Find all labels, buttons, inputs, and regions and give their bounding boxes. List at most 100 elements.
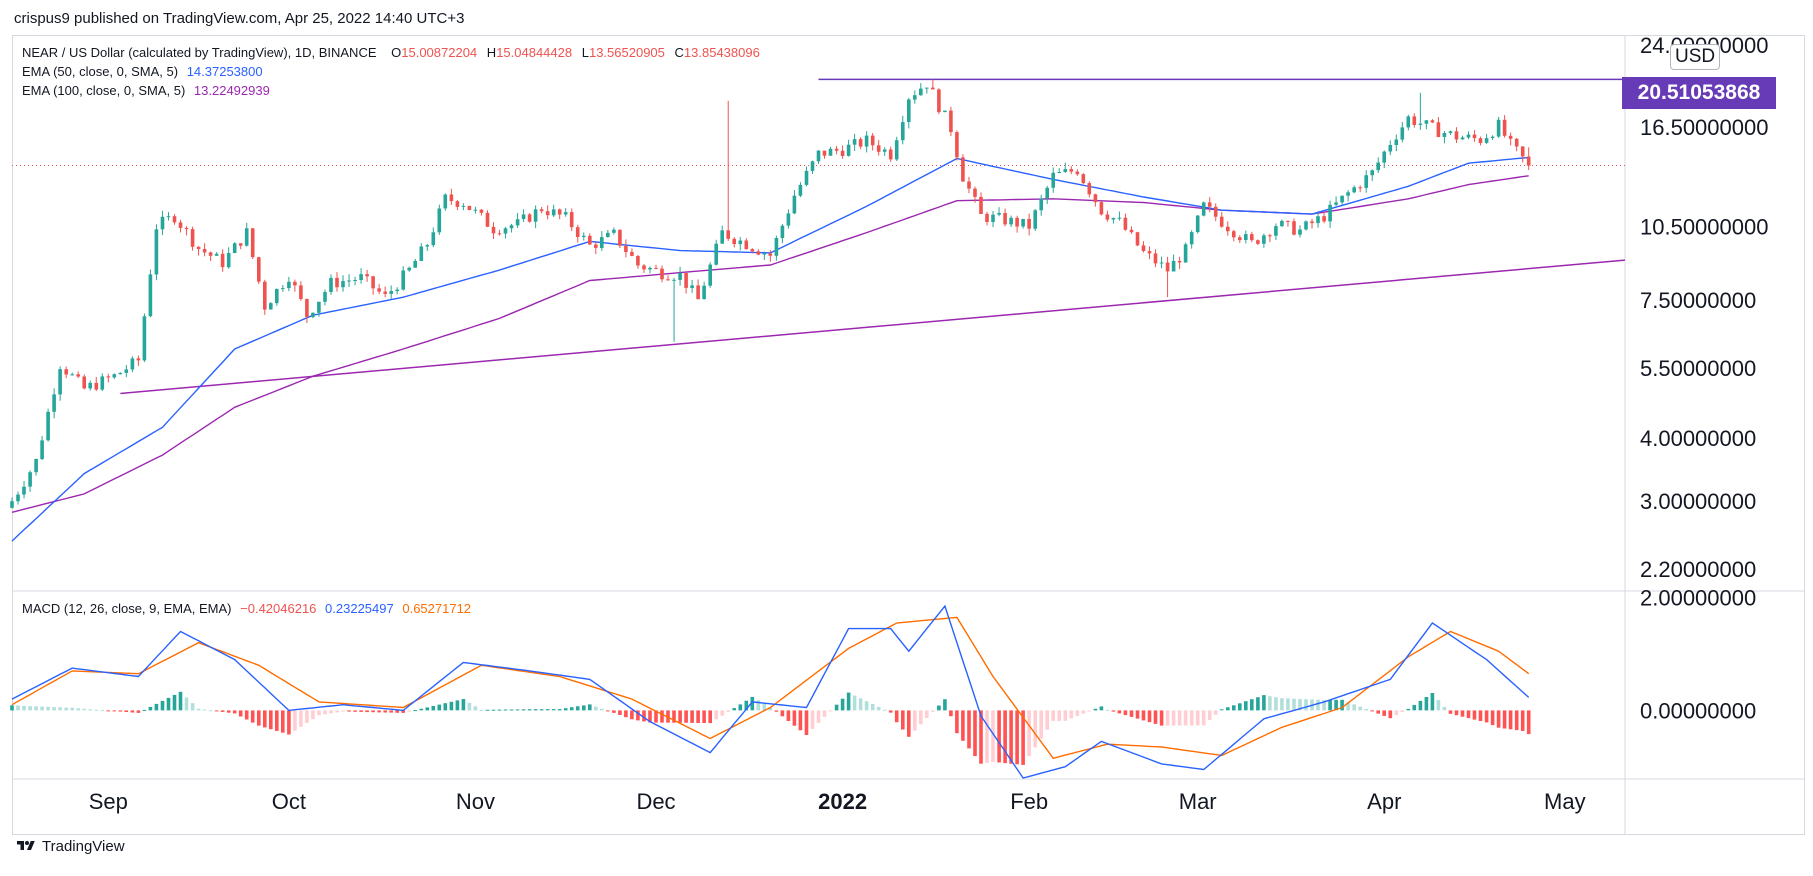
candle — [660, 265, 664, 283]
macd-histogram-bar — [1262, 695, 1266, 711]
candle — [1177, 256, 1182, 269]
candle — [106, 373, 111, 383]
macd-histogram-bar — [455, 700, 460, 711]
candle — [1286, 220, 1290, 227]
candle — [1424, 120, 1429, 130]
macd-histogram-bar — [341, 710, 345, 712]
candle — [250, 227, 255, 260]
candle — [1087, 181, 1092, 198]
candle — [774, 235, 779, 261]
macd-histogram-bar — [335, 710, 339, 713]
candle — [792, 190, 797, 215]
candle — [184, 226, 189, 236]
candle — [335, 272, 339, 292]
candle — [533, 205, 538, 229]
macd-histogram-bar — [1370, 710, 1374, 712]
ema50-line[interactable] — [11, 156, 1529, 542]
macd-histogram-bar — [28, 706, 32, 711]
candle — [154, 224, 159, 281]
candle — [1033, 208, 1037, 232]
macd-histogram-bar — [1039, 710, 1043, 739]
candle — [359, 268, 363, 284]
macd-histogram-bar — [136, 710, 141, 713]
candle — [672, 277, 676, 342]
macd-histogram-bar — [1171, 710, 1176, 726]
macd-histogram-bar — [1147, 710, 1152, 723]
macd-histogram-bar — [1213, 710, 1218, 715]
candle — [1045, 185, 1049, 204]
macd-legend[interactable]: MACD (12, 26, close, 9, EMA, EMA) −0.420… — [22, 600, 476, 617]
price-axis[interactable]: 24.0000000016.5000000010.500000007.50000… — [1640, 33, 1768, 582]
macd-histogram-bar — [816, 710, 821, 723]
candle — [226, 247, 231, 269]
candle — [64, 366, 68, 379]
time-axis[interactable]: Sep Oct Nov Dec 2022 Feb Mar Apr May — [89, 789, 1586, 814]
macd-histogram-bar — [1195, 710, 1200, 726]
macd-histogram-bar — [190, 703, 195, 711]
ema100-line[interactable] — [11, 175, 1529, 513]
macd-histogram-bar — [395, 710, 399, 713]
candle — [913, 90, 917, 104]
candle — [1195, 214, 1200, 234]
macd-pane[interactable] — [10, 691, 1531, 765]
tradingview-brand[interactable]: TradingView — [14, 835, 125, 857]
time-tick-label: 2022 — [818, 789, 867, 814]
candle — [1099, 201, 1104, 216]
macd-histogram-bar — [768, 707, 773, 711]
macd-histogram-bar — [539, 709, 544, 711]
candle — [497, 229, 502, 236]
candle — [606, 229, 610, 238]
macd-histogram-bar — [551, 709, 556, 711]
macd-histogram-bar — [1406, 708, 1411, 711]
candle — [696, 279, 700, 300]
macd-histogram-bar — [377, 710, 381, 713]
macd-histogram-bar — [172, 694, 177, 711]
candle — [1027, 213, 1031, 236]
ema100-legend[interactable]: EMA (100, close, 0, SMA, 5) 13.22492939 — [22, 82, 275, 99]
macd-line[interactable] — [11, 604, 1530, 779]
macd-histogram-bar — [46, 706, 50, 711]
ema50-label: EMA (50, close, 0, SMA, 5) — [22, 64, 179, 79]
macd-histogram-bar — [34, 706, 38, 711]
macd-histogram-bar — [419, 708, 424, 711]
price-tick-label: 10.50000000 — [1640, 214, 1768, 239]
candle — [804, 166, 809, 187]
ema50-legend[interactable]: EMA (50, close, 0, SMA, 5) 14.37253800 — [22, 63, 268, 80]
macd-histogram-bar — [1165, 710, 1170, 726]
candle — [521, 209, 526, 222]
candle — [563, 208, 568, 217]
currency-selector[interactable]: USD — [1670, 44, 1721, 70]
macd-histogram-bar — [491, 709, 496, 711]
macd-histogram-bar — [22, 705, 26, 711]
candle — [979, 192, 983, 215]
low-value: 13.56520905 — [588, 45, 665, 60]
candle — [323, 289, 327, 306]
candle — [1213, 203, 1218, 222]
macd-histogram-bar — [88, 709, 92, 711]
macd-histogram-bar — [756, 700, 761, 711]
candle — [443, 193, 448, 211]
candle — [1412, 113, 1417, 128]
macd-histogram-bar — [16, 705, 20, 711]
candle — [112, 373, 117, 379]
macd-histogram-bar — [1466, 710, 1471, 719]
attribution: crispus9 published on TradingView.com, A… — [14, 10, 465, 27]
macd-histogram-bar — [347, 710, 351, 712]
candle — [726, 100, 730, 241]
macd-histogram-bar — [1286, 698, 1290, 711]
macd-histogram-bar — [696, 710, 700, 723]
candle — [708, 262, 712, 288]
macd-histogram-bar — [588, 704, 592, 711]
candle — [383, 286, 387, 298]
macd-signal-line[interactable] — [11, 616, 1530, 760]
macd-histogram-bar — [1376, 710, 1380, 714]
candle — [1117, 211, 1122, 221]
candle — [1298, 225, 1302, 238]
macd-histogram-bar — [876, 706, 881, 711]
candle — [545, 205, 550, 220]
macd-histogram-bar — [76, 708, 80, 711]
candle — [961, 154, 965, 182]
macd-histogram-bar — [937, 705, 941, 711]
support-trendline[interactable] — [120, 259, 1626, 395]
